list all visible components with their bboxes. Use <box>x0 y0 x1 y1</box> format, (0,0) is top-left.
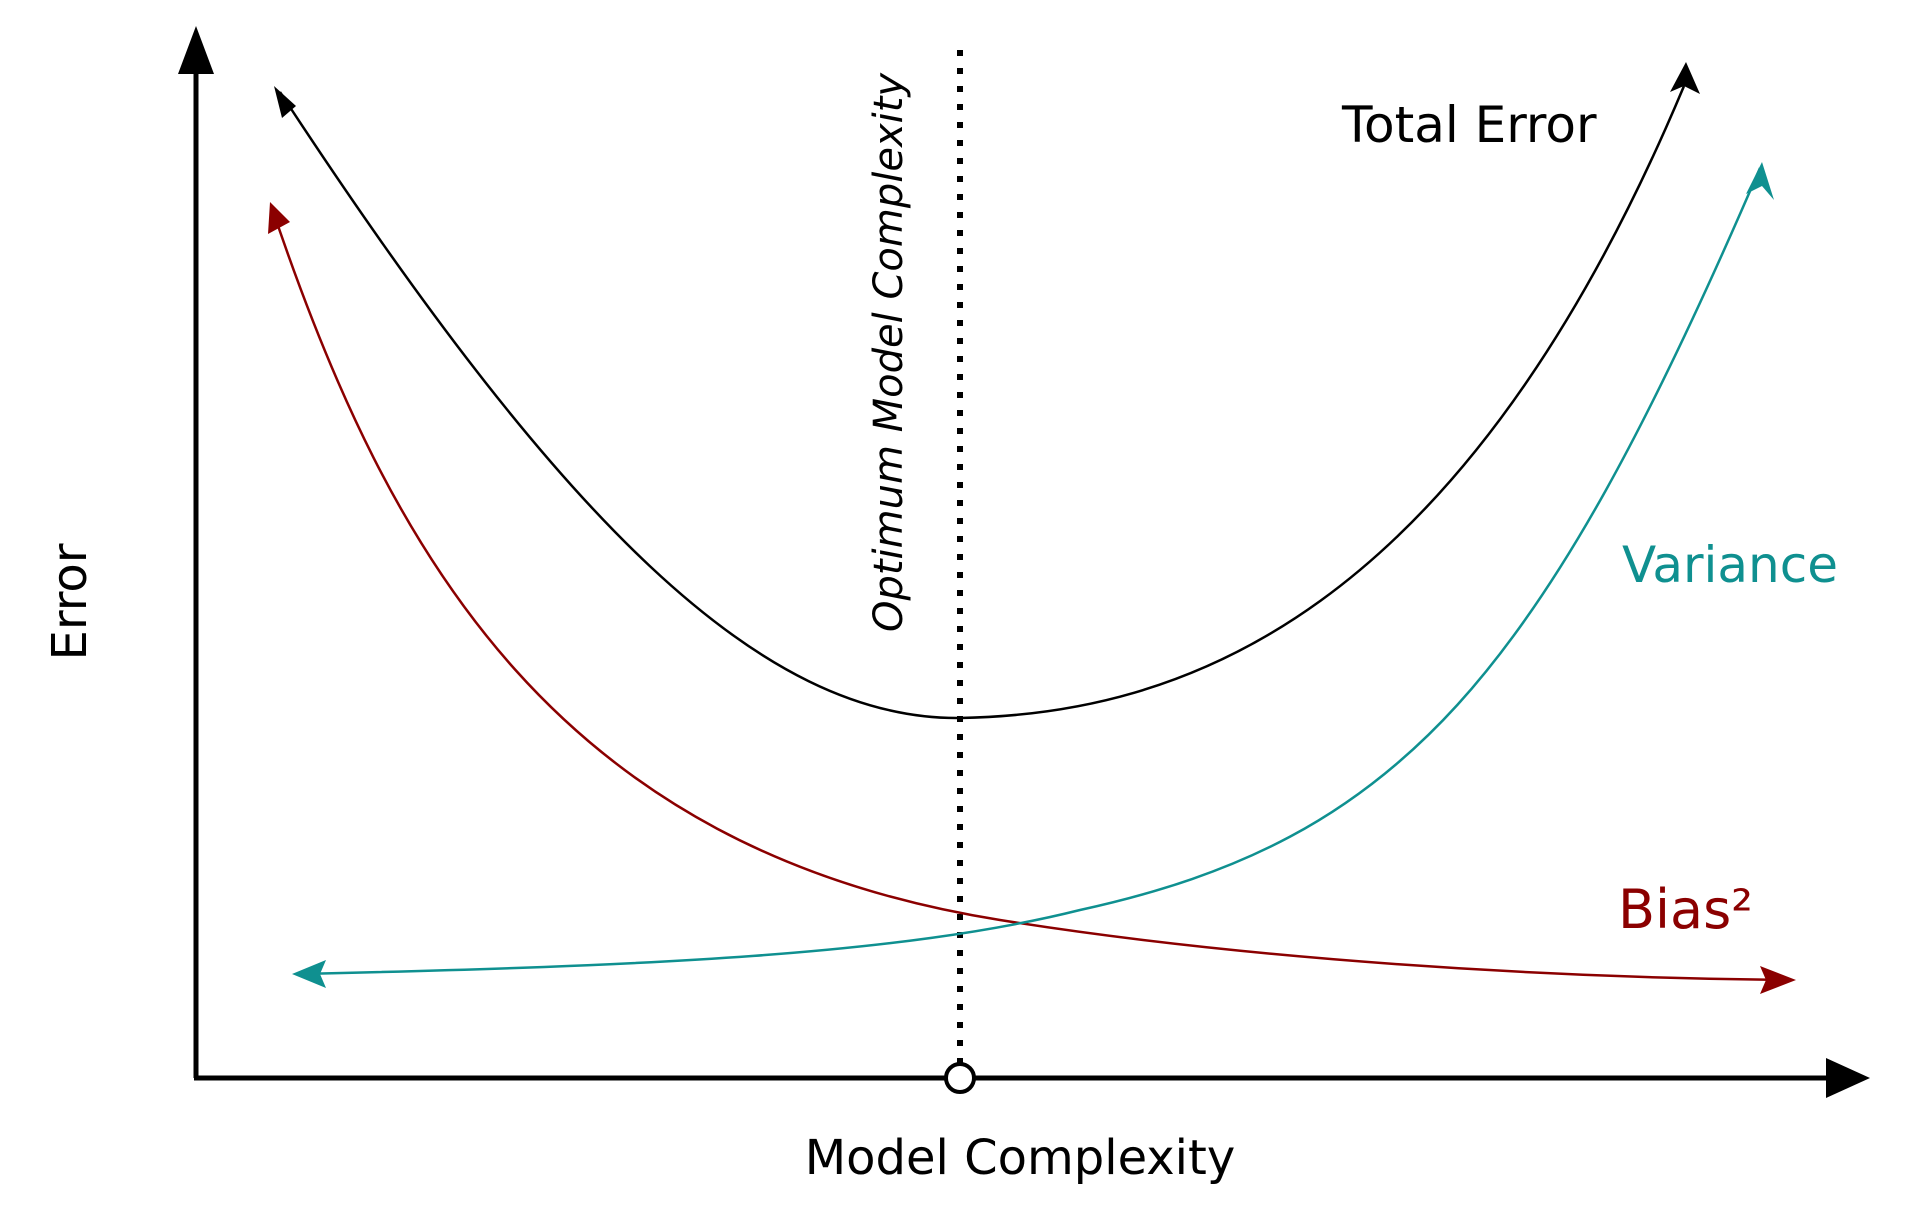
y-axis-arrowhead <box>178 26 214 74</box>
variance-label: Variance <box>1622 536 1838 594</box>
axes <box>178 26 1870 1098</box>
variance-arrowhead-left <box>292 960 326 988</box>
bias-arrowhead-right <box>1760 966 1796 994</box>
optimum-label: Optimum Model Complexity <box>866 72 912 632</box>
total-error-arrowhead-left <box>274 86 296 118</box>
bias-curve <box>270 207 1789 982</box>
x-axis-arrowhead <box>1826 1058 1870 1098</box>
x-axis-label: Model Complexity <box>805 1130 1235 1186</box>
bias-label: Bias² <box>1618 878 1753 941</box>
optimum-point-circle <box>944 1062 976 1094</box>
total-error-curve <box>278 85 1686 720</box>
variance-curve <box>299 167 1762 976</box>
variance-arrowhead-right <box>1746 162 1774 200</box>
optimum-marker: Optimum Model Complexity <box>866 50 976 1094</box>
y-axis-label: Error <box>42 543 98 660</box>
total-error-label: Total Error <box>1341 96 1597 154</box>
bias-arrowhead-left <box>268 202 290 234</box>
total-error-arrowhead-right <box>1670 62 1700 94</box>
